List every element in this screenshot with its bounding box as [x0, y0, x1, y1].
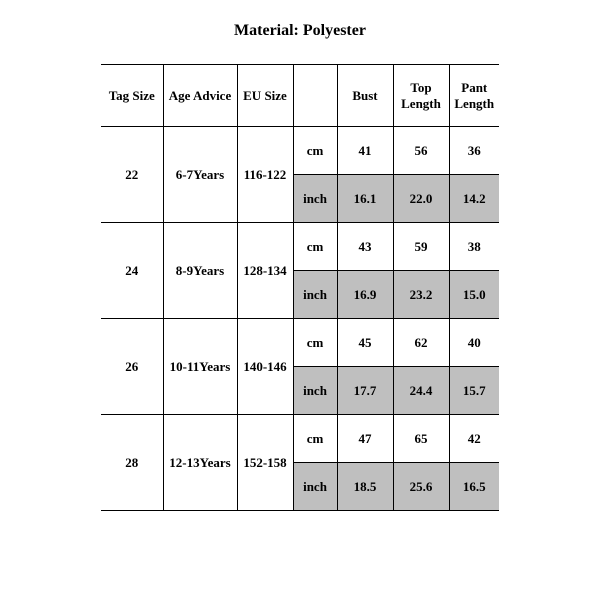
- cell-tag: 22: [101, 127, 163, 223]
- cell-unit-cm: cm: [293, 223, 337, 271]
- cell-top-inch: 23.2: [393, 271, 449, 319]
- col-top-length: Top Length: [393, 65, 449, 127]
- cell-bust-inch: 16.9: [337, 271, 393, 319]
- col-eu-size: EU Size: [237, 65, 293, 127]
- cell-top-cm: 59: [393, 223, 449, 271]
- cell-pant-inch: 15.0: [449, 271, 499, 319]
- cell-unit-cm: cm: [293, 127, 337, 175]
- cell-age: 8-9Years: [163, 223, 237, 319]
- cell-eu: 116-122: [237, 127, 293, 223]
- cell-age: 12-13Years: [163, 415, 237, 511]
- col-bust: Bust: [337, 65, 393, 127]
- cell-pant-cm: 38: [449, 223, 499, 271]
- cell-eu: 140-146: [237, 319, 293, 415]
- cell-eu: 152-158: [237, 415, 293, 511]
- cell-tag: 24: [101, 223, 163, 319]
- cell-unit-inch: inch: [293, 271, 337, 319]
- cell-pant-cm: 42: [449, 415, 499, 463]
- cell-bust-cm: 47: [337, 415, 393, 463]
- cell-eu: 128-134: [237, 223, 293, 319]
- cell-pant-cm: 36: [449, 127, 499, 175]
- cell-bust-inch: 17.7: [337, 367, 393, 415]
- cell-pant-cm: 40: [449, 319, 499, 367]
- table-row: 24 8-9Years 128-134 cm 43 59 38: [101, 223, 499, 271]
- cell-unit-inch: inch: [293, 367, 337, 415]
- cell-pant-inch: 15.7: [449, 367, 499, 415]
- cell-unit-cm: cm: [293, 319, 337, 367]
- cell-top-cm: 65: [393, 415, 449, 463]
- cell-unit-inch: inch: [293, 463, 337, 511]
- cell-age: 6-7Years: [163, 127, 237, 223]
- table-row: 26 10-11Years 140-146 cm 45 62 40: [101, 319, 499, 367]
- cell-bust-cm: 41: [337, 127, 393, 175]
- cell-top-inch: 24.4: [393, 367, 449, 415]
- cell-pant-inch: 14.2: [449, 175, 499, 223]
- cell-pant-inch: 16.5: [449, 463, 499, 511]
- col-unit: [293, 65, 337, 127]
- page: Material: Polyester Tag Size Age Advice …: [0, 0, 600, 600]
- table-header-row: Tag Size Age Advice EU Size Bust Top Len…: [101, 65, 499, 127]
- cell-top-inch: 25.6: [393, 463, 449, 511]
- cell-bust-inch: 16.1: [337, 175, 393, 223]
- cell-bust-inch: 18.5: [337, 463, 393, 511]
- cell-tag: 28: [101, 415, 163, 511]
- cell-top-inch: 22.0: [393, 175, 449, 223]
- cell-age: 10-11Years: [163, 319, 237, 415]
- cell-top-cm: 56: [393, 127, 449, 175]
- table-row: 22 6-7Years 116-122 cm 41 56 36: [101, 127, 499, 175]
- col-pant-length: Pant Length: [449, 65, 499, 127]
- cell-unit-inch: inch: [293, 175, 337, 223]
- col-age-advice: Age Advice: [163, 65, 237, 127]
- size-table: Tag Size Age Advice EU Size Bust Top Len…: [101, 64, 499, 511]
- cell-bust-cm: 43: [337, 223, 393, 271]
- col-tag-size: Tag Size: [101, 65, 163, 127]
- page-title: Material: Polyester: [0, 22, 600, 40]
- cell-unit-cm: cm: [293, 415, 337, 463]
- cell-tag: 26: [101, 319, 163, 415]
- table-row: 28 12-13Years 152-158 cm 47 65 42: [101, 415, 499, 463]
- cell-bust-cm: 45: [337, 319, 393, 367]
- cell-top-cm: 62: [393, 319, 449, 367]
